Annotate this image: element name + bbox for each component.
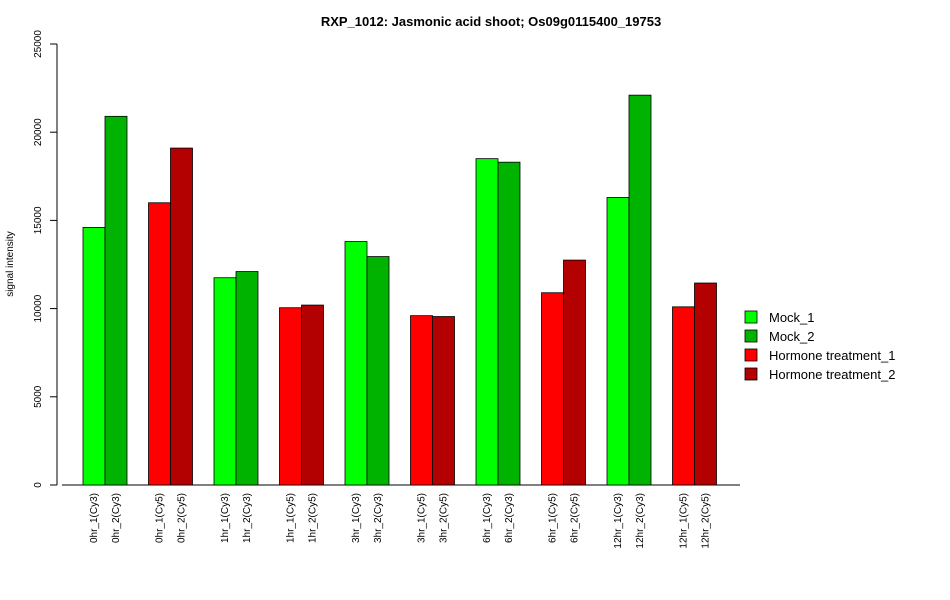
- y-tick-label: 20000: [33, 118, 44, 146]
- bar: [366, 256, 390, 486]
- bar: [104, 115, 128, 486]
- x-tick-label: 0hr_2(Cy3): [111, 493, 122, 543]
- x-tick-label: 0hr_2(Cy5): [177, 493, 188, 543]
- legend-swatch: [744, 329, 758, 343]
- chart-title: RXP_1012: Jasmonic acid shoot; Os09g0115…: [321, 14, 661, 29]
- x-tick-label: 3hr_2(Cy5): [439, 493, 450, 543]
- x-tick-label: 6hr_2(Cy5): [570, 493, 581, 543]
- x-tick-label: 12hr_1(Cy3): [613, 493, 624, 549]
- bar: [279, 307, 302, 486]
- y-tick-label: 10000: [33, 294, 44, 322]
- legend-label: Mock_2: [769, 329, 815, 344]
- x-tick-label: 3hr_1(Cy5): [417, 493, 428, 543]
- bar: [148, 202, 171, 486]
- legend: Mock_1 Mock_2 Hormone treatment_1 Hormone t…: [744, 310, 895, 382]
- x-tick-label: 6hr_1(Cy3): [482, 493, 493, 543]
- bar: [541, 292, 564, 486]
- y-tick-label: 15000: [33, 206, 44, 234]
- x-tick-label: 0hr_1(Cy5): [155, 493, 166, 543]
- legend-swatch: [744, 367, 758, 381]
- y-axis-label: signal intensity: [5, 231, 16, 297]
- x-tick-label: 12hr_2(Cy5): [701, 493, 712, 549]
- bar: [606, 197, 630, 486]
- y-tick-label: 5000: [33, 385, 44, 408]
- bar: [628, 94, 652, 486]
- bar: [170, 147, 193, 486]
- bar: [497, 161, 521, 486]
- bar: [694, 282, 717, 486]
- y-tick-label: 0: [33, 482, 44, 488]
- bar: [213, 277, 237, 486]
- y-tick-label: 25000: [33, 30, 44, 58]
- y-axis: 0 5000 10000 15000 20000 25000: [33, 30, 58, 488]
- legend-swatch: [744, 310, 758, 324]
- bar: [344, 241, 368, 486]
- bars: [82, 94, 717, 486]
- x-tick-label: 0hr_1(Cy3): [89, 493, 100, 543]
- bar: [410, 315, 433, 486]
- bar: [563, 259, 586, 486]
- bar: [82, 227, 106, 486]
- bar: [672, 306, 695, 486]
- legend-swatch: [744, 348, 758, 362]
- legend-label: Hormone treatment_2: [769, 367, 895, 382]
- bar: [475, 158, 499, 486]
- legend-label: Mock_1: [769, 310, 815, 325]
- bar: [432, 316, 455, 486]
- bar: [235, 271, 259, 486]
- x-tick-label: 1hr_1(Cy3): [220, 493, 231, 543]
- bar: [301, 304, 324, 486]
- x-tick-label: 1hr_2(Cy5): [308, 493, 319, 543]
- x-tick-labels: 0hr_1(Cy3) 0hr_2(Cy3) 0hr_1(Cy5) 0hr_2(Cy5)…: [89, 493, 712, 549]
- x-tick-label: 3hr_2(Cy3): [373, 493, 384, 543]
- x-tick-label: 1hr_2(Cy3): [242, 493, 253, 543]
- x-tick-label: 3hr_1(Cy3): [351, 493, 362, 543]
- x-tick-label: 12hr_2(Cy3): [635, 493, 646, 549]
- legend-label: Hormone treatment_1: [769, 348, 895, 363]
- x-tick-label: 12hr_1(Cy5): [679, 493, 690, 549]
- x-tick-label: 1hr_1(Cy5): [286, 493, 297, 543]
- x-tick-label: 6hr_1(Cy5): [548, 493, 559, 543]
- x-tick-label: 6hr_2(Cy3): [504, 493, 515, 543]
